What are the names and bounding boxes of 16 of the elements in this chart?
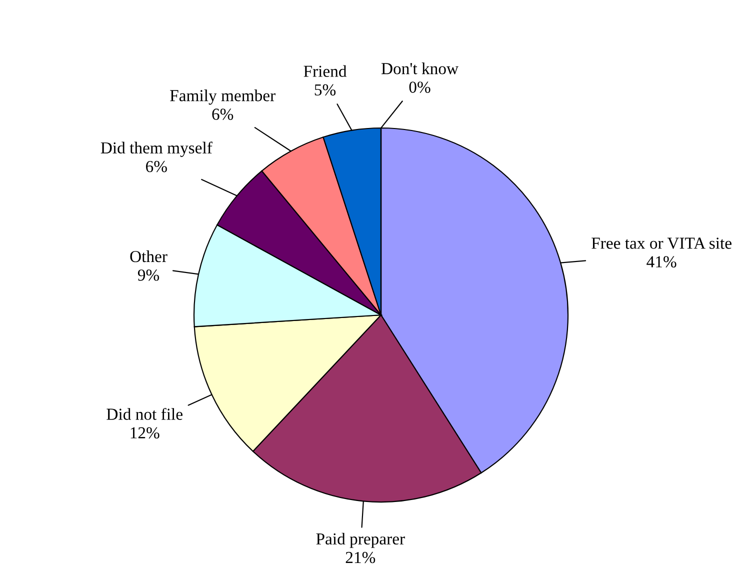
data-label: 6%	[146, 160, 167, 172]
slice-label: Did them myself	[100, 142, 212, 157]
category-label: Don't know	[381, 62, 458, 74]
data-label: 41%	[646, 256, 676, 268]
text: 0%	[409, 82, 430, 93]
slice-label: Family member	[170, 90, 276, 105]
data-label: 5%	[314, 84, 336, 96]
slice-label: Free tax or VITA site	[592, 238, 732, 249]
slice-label: Other	[130, 250, 168, 262]
slice-label: Did not file	[106, 408, 182, 420]
data-label: 9%	[138, 269, 160, 281]
data-label: 6%	[212, 108, 234, 120]
slice-label: Friend	[304, 65, 347, 77]
slice-label: Paid preparer	[316, 532, 405, 548]
data-label: 21%	[346, 552, 376, 564]
data-label: 12%	[130, 427, 160, 439]
